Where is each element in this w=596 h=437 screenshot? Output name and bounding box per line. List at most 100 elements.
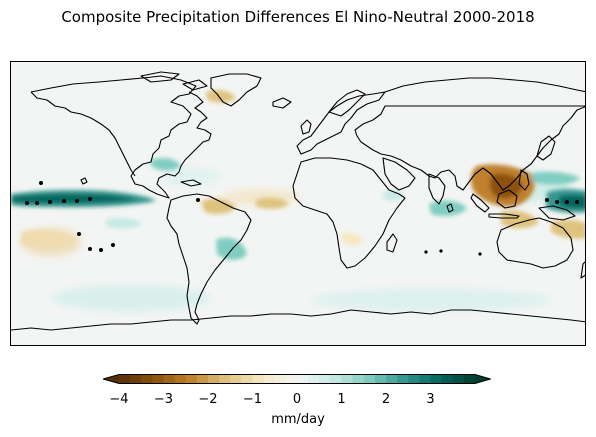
coastline-madagascar [386,233,398,253]
significance-dot [62,199,66,203]
coastline-alaska [30,91,136,177]
colorbar-segment [274,374,287,384]
colorbar-extend-min [103,374,119,384]
colorbar [103,374,491,384]
anomaly-region-eastern-south-pacific-dry [21,230,76,247]
colorbar-tick-marks [118,383,431,384]
colorbar-segment [119,374,131,384]
coastline-borneo [496,189,518,209]
significance-dot [99,248,103,252]
colorbar-segment [196,374,209,384]
significance-dot [88,247,92,251]
coastline-north-america [30,75,212,199]
colorbar-segment [297,374,309,384]
colorbar-segment [152,374,164,384]
colorbar-segment [352,374,365,384]
significance-dot [48,200,52,204]
colorbar-tick-label: −4 [109,392,129,407]
colorbar-extend-max [475,374,491,384]
colorbar-segment [341,374,354,384]
colorbar-segment [408,374,420,384]
significance-dot [196,198,200,202]
colorbar-tick-label: 0 [292,392,302,407]
anomaly-region-south-pacific [51,284,211,312]
colorbar-tick-label: −3 [153,392,174,407]
colorbar-tick-label: 1 [337,392,346,407]
coastline-caribbean [180,179,202,187]
colorbar-segment [130,374,142,384]
significance-stipple [25,181,579,256]
coastline-africa [292,157,406,269]
anomaly-region-southern-africa-dry [341,232,363,246]
significance-dot [88,197,92,201]
colorbar-segment [419,374,431,384]
anomaly-region-southeast-south-america-wet [216,237,247,260]
coastline-india [428,173,446,205]
anomaly-region-amazon-dry [201,198,236,214]
significance-dot [77,232,81,236]
anomaly-region-atlantic-itcz-dry [256,197,289,209]
coastline-new-zealand [580,261,585,279]
colorbar-segment [308,374,320,384]
colorbar-segment [163,374,176,384]
coastlines [11,71,585,331]
significance-dot [39,181,43,185]
map-panel [10,61,586,346]
colorbar-tick-label: −1 [242,392,263,407]
coastline-sri-lanka [446,203,454,213]
significance-dot [111,243,115,247]
significance-dot [75,199,79,203]
anomaly-region-greenland-dry [206,90,236,103]
significance-dot [25,201,29,205]
anomaly-region-east-africa-wet [383,189,404,201]
anomaly-region-pacific-wet-core [11,193,137,204]
significance-dot [575,200,579,204]
chart-title: Composite Precipitation Differences El N… [61,8,535,26]
colorbar-segment [374,374,387,384]
colorbar-tick-label: 2 [381,392,391,407]
colorbar-segment [252,374,265,384]
colorbar-segment [397,374,409,384]
colorbar-segment [386,374,398,384]
coastline-new-guinea [538,205,576,221]
coastline-greenland [210,73,262,107]
anomaly-region-west-pacific-subtropical-wet [531,171,581,185]
colorbar-segment [363,374,376,384]
colorbar-segment [208,374,220,384]
colorbar-segment [319,374,331,384]
colorbar-segment [463,374,476,384]
coastline-iceland [272,97,292,109]
significance-dot [478,252,482,256]
colorbar-segment [141,374,153,384]
coastline-antarctica [11,309,585,331]
anomaly-region-spcz-dry [551,219,585,239]
colorbar-segment [285,374,298,384]
coastline-philippines [518,169,530,191]
significance-dot [545,198,549,202]
coastline-scandinavia [328,89,366,117]
anomaly-region-north-atlantic [161,167,221,187]
colorbar-segment [241,374,253,384]
significance-dot [555,200,559,204]
colorbar-tick-label: −2 [198,392,218,407]
coastline-java [488,213,520,219]
colorbar-segments [103,374,491,384]
anomaly-region-central-pacific-south-wet [106,217,143,229]
colorbar-segment [185,374,198,384]
coastline-south-america [166,193,252,325]
significance-dot [439,249,443,253]
coastline-british-isles [300,119,312,135]
coastline-australia [496,217,574,269]
colorbar-segment [330,374,342,384]
precip-anomaly-field [11,90,585,312]
coastline-arctic-islands [140,71,208,91]
world-map [11,62,585,345]
significance-dot [35,201,39,205]
colorbar-label: mm/day [271,412,325,427]
coastline-hawaii [80,177,88,185]
anomaly-region-south-indian [311,288,551,312]
colorbar-segment [230,374,242,384]
colorbar-segment [219,374,231,384]
colorbar-tick-label: 3 [426,392,435,407]
coastline-japan [536,135,556,161]
